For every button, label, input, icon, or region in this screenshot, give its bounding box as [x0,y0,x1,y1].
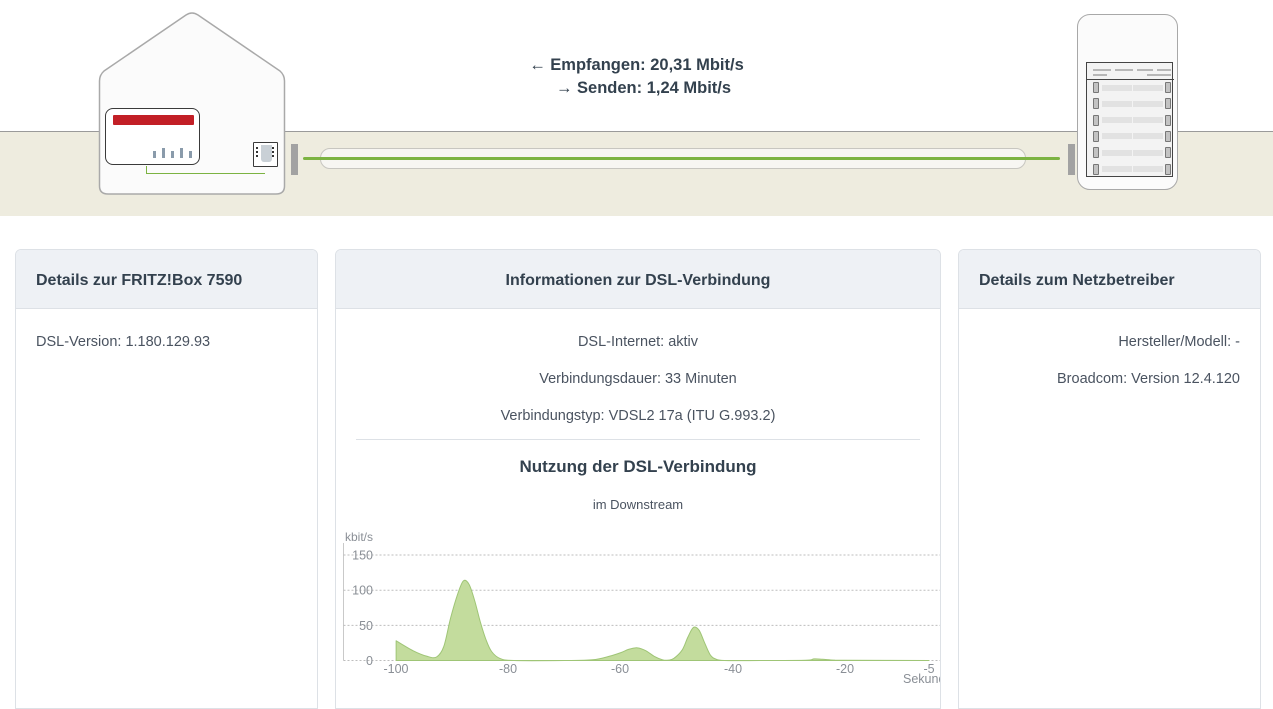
svg-text:150: 150 [352,548,373,562]
svg-text:0: 0 [366,654,373,668]
svg-text:-100: -100 [383,662,408,676]
svg-text:kbit/s: kbit/s [345,530,373,544]
svg-text:-60: -60 [611,662,629,676]
svg-text:50: 50 [359,618,373,632]
svg-text:100: 100 [352,583,373,597]
svg-text:-20: -20 [836,662,854,676]
svg-text:-80: -80 [499,662,517,676]
svg-text:-40: -40 [724,662,742,676]
svg-text:Sekunden: Sekunden [903,672,941,683]
